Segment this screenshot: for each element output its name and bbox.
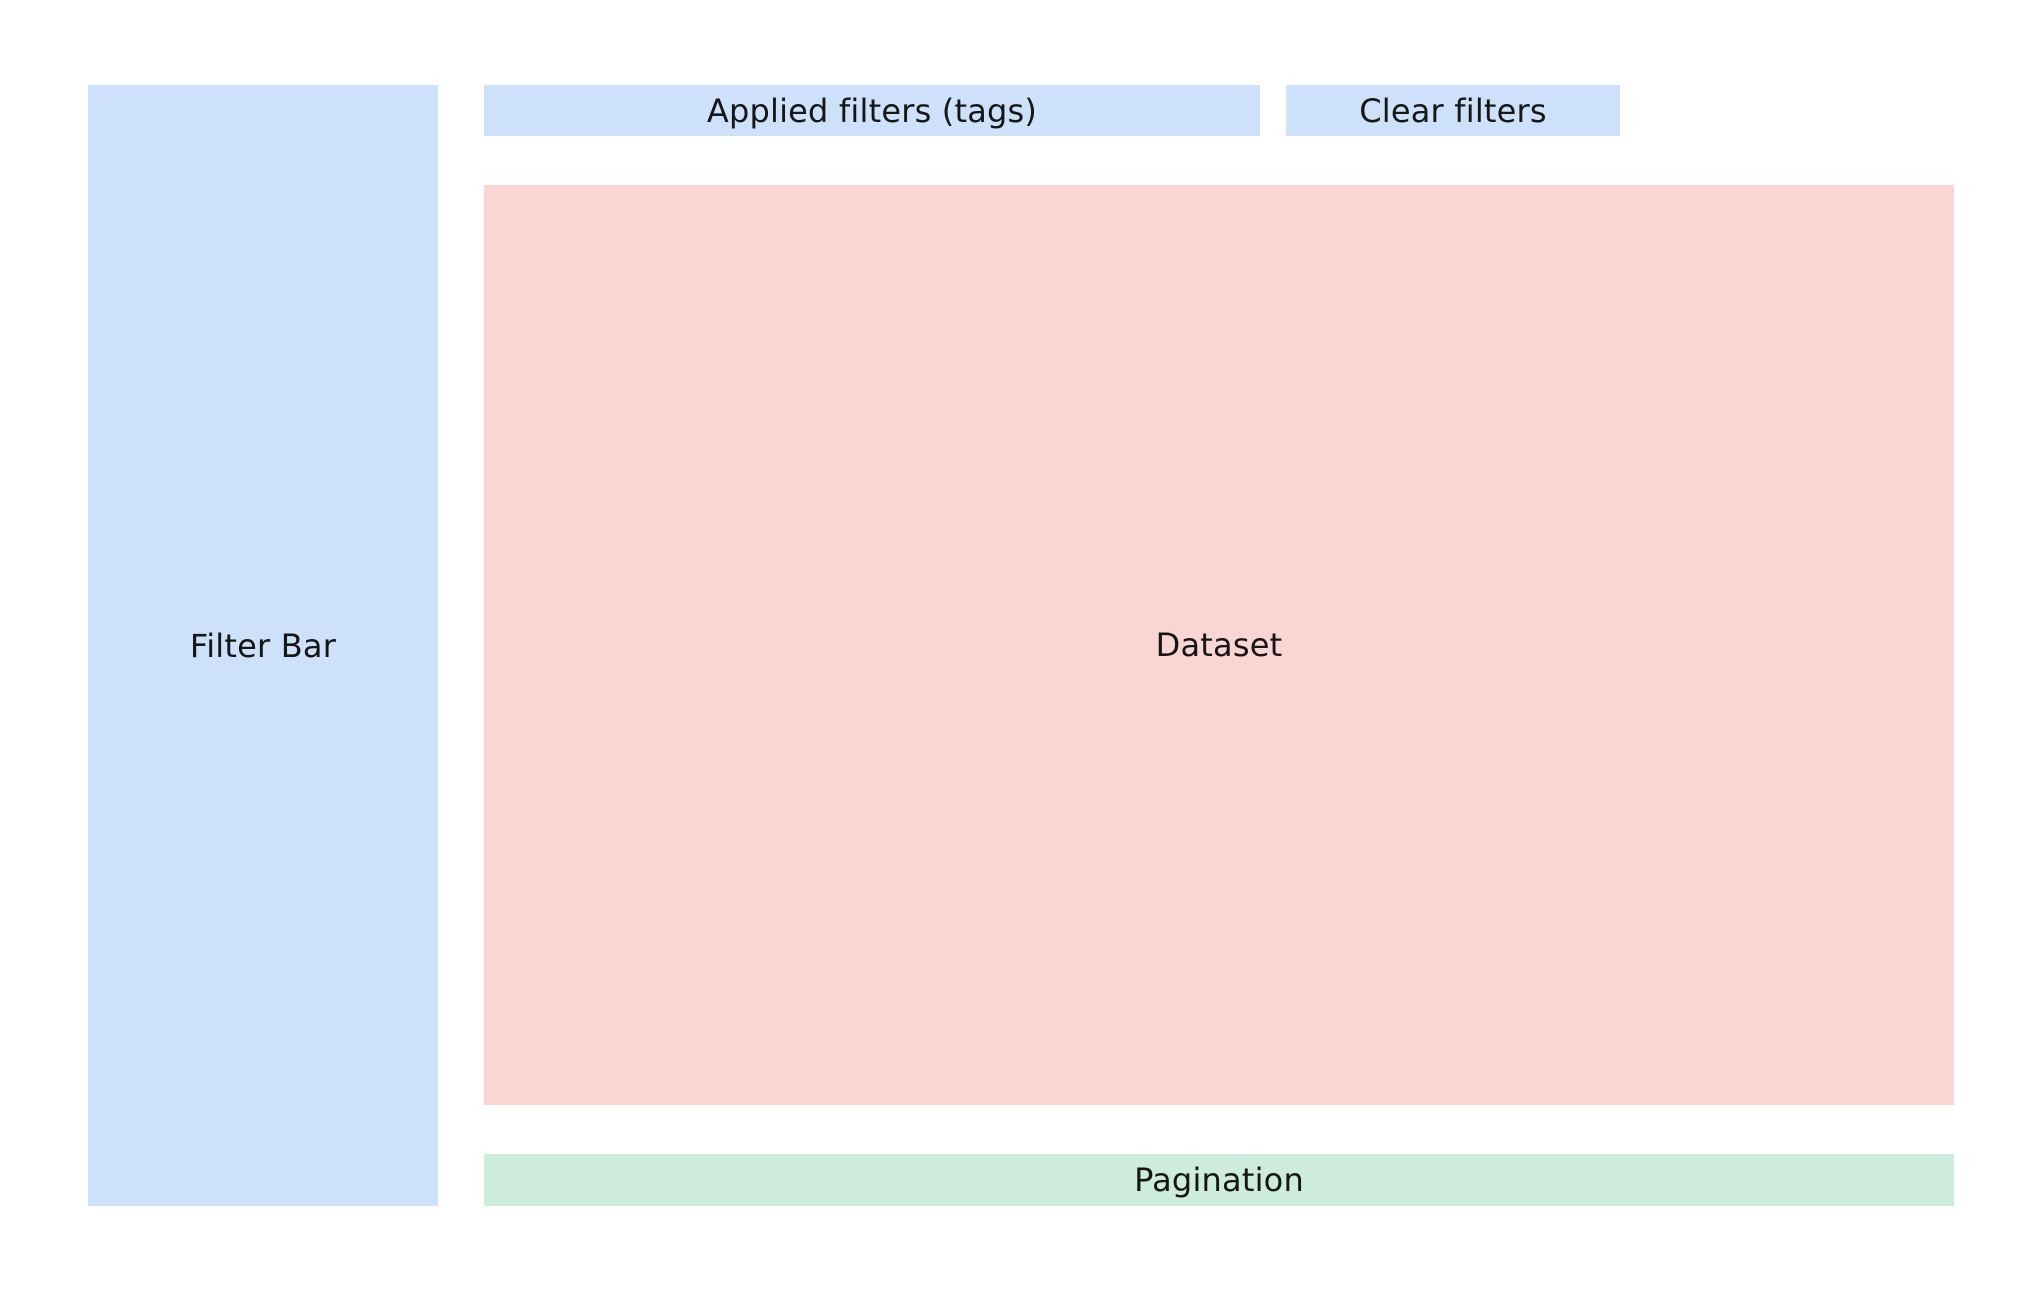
clear-filters-label: Clear filters <box>1359 91 1547 130</box>
dataset-label: Dataset <box>1155 626 1283 664</box>
filter-bar-label: Filter Bar <box>189 626 337 665</box>
filter-bar: Filter Bar <box>88 85 438 1206</box>
pagination-label: Pagination <box>1134 1161 1304 1199</box>
applied-filters-tags: Applied filters (tags) <box>484 85 1260 136</box>
dataset-area: Dataset <box>484 185 1954 1105</box>
clear-filters-button: Clear filters <box>1286 85 1620 136</box>
applied-filters-label: Applied filters (tags) <box>706 91 1038 130</box>
pagination-bar: Pagination <box>484 1154 1954 1206</box>
